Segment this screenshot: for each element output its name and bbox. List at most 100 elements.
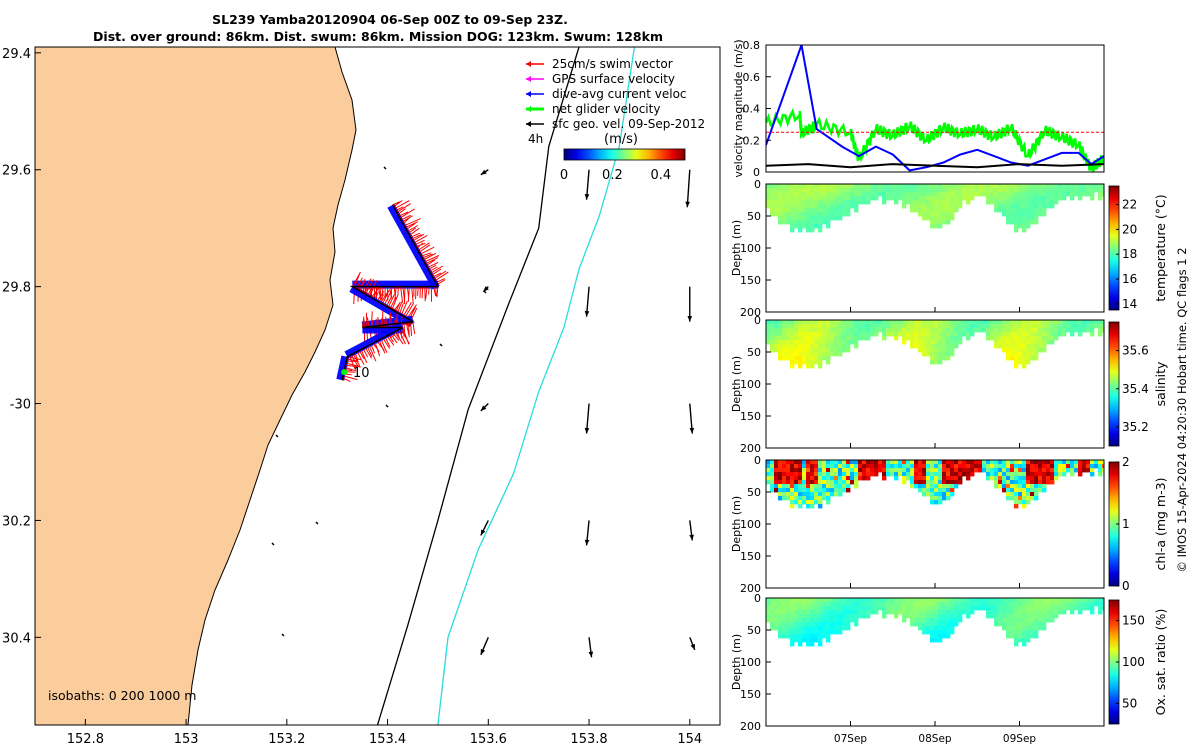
section-cell bbox=[1034, 630, 1039, 635]
section-cell bbox=[818, 480, 823, 485]
section-cell bbox=[882, 476, 887, 481]
section-cell bbox=[782, 220, 787, 225]
section-cell bbox=[1042, 324, 1047, 329]
section-cell bbox=[858, 324, 863, 329]
dive-avg-current-band bbox=[387, 203, 440, 290]
section-cell bbox=[790, 606, 795, 611]
section-cell bbox=[838, 216, 843, 221]
section-cell bbox=[870, 192, 875, 197]
section-cell bbox=[846, 614, 851, 619]
section-cell bbox=[882, 468, 887, 473]
section-cell bbox=[982, 468, 987, 473]
section-cell bbox=[826, 348, 831, 353]
section-cell bbox=[830, 610, 835, 615]
section-cell bbox=[958, 204, 963, 209]
section-cell bbox=[930, 496, 935, 501]
section-cell bbox=[1034, 598, 1039, 603]
section-cell bbox=[1046, 336, 1051, 341]
section-cell bbox=[778, 496, 783, 501]
section-cell bbox=[946, 220, 951, 225]
section-cell bbox=[790, 598, 795, 603]
section-cell bbox=[930, 630, 935, 635]
section-cell bbox=[1026, 492, 1031, 497]
section-cell bbox=[822, 464, 827, 469]
section-cell bbox=[1034, 348, 1039, 353]
section-cell bbox=[870, 602, 875, 607]
section-cell bbox=[982, 460, 987, 465]
section-cell bbox=[814, 348, 819, 353]
section-plot-area bbox=[766, 184, 1104, 233]
section-cell bbox=[802, 324, 807, 329]
section-cell bbox=[822, 488, 827, 493]
section-cell bbox=[1022, 602, 1027, 607]
section-cell bbox=[918, 488, 923, 493]
section-cell bbox=[1058, 472, 1063, 477]
section-cell bbox=[1050, 476, 1055, 481]
section-cell bbox=[870, 324, 875, 329]
section-cell bbox=[834, 626, 839, 631]
section-cell bbox=[1014, 220, 1019, 225]
section-cell bbox=[946, 606, 951, 611]
section-cell bbox=[950, 320, 955, 325]
section-cell bbox=[950, 614, 955, 619]
section-cell bbox=[1030, 488, 1035, 493]
section-cell bbox=[942, 626, 947, 631]
section-cell bbox=[1038, 320, 1043, 325]
section-cell bbox=[838, 208, 843, 213]
section-cell bbox=[926, 606, 931, 611]
section-cell bbox=[770, 320, 775, 325]
section-cell bbox=[934, 614, 939, 619]
section-cell bbox=[894, 606, 899, 611]
section-cell bbox=[810, 460, 815, 465]
section-cell bbox=[1026, 340, 1031, 345]
section-cell bbox=[966, 192, 971, 197]
section-cell bbox=[938, 492, 943, 497]
section-cell bbox=[994, 188, 999, 193]
section-cell bbox=[838, 606, 843, 611]
section-cell bbox=[1022, 348, 1027, 353]
section-cell bbox=[830, 336, 835, 341]
section-cell bbox=[942, 344, 947, 349]
legend-label: dive-avg current veloc bbox=[552, 87, 687, 101]
section-cell bbox=[942, 216, 947, 221]
section-cell bbox=[790, 332, 795, 337]
section-cell bbox=[806, 364, 811, 369]
section-cell bbox=[918, 618, 923, 623]
section-cell bbox=[794, 484, 799, 489]
section-cell bbox=[786, 618, 791, 623]
section-cell bbox=[874, 464, 879, 469]
section-cell bbox=[1014, 196, 1019, 201]
section-cell bbox=[846, 618, 851, 623]
section-cell bbox=[914, 602, 919, 607]
section-cell bbox=[1042, 622, 1047, 627]
section-cell bbox=[1014, 340, 1019, 345]
section-cell bbox=[942, 492, 947, 497]
section-cell bbox=[774, 340, 779, 345]
section-cell bbox=[1010, 464, 1015, 469]
section-cell bbox=[1010, 216, 1015, 221]
section-cell bbox=[842, 598, 847, 603]
map-x-tick-label: 153 bbox=[174, 732, 199, 747]
sfc-geo-velocity-line bbox=[766, 163, 1104, 169]
section-cell bbox=[870, 332, 875, 337]
section-cell bbox=[858, 200, 863, 205]
section-cell bbox=[830, 472, 835, 477]
section-cell bbox=[894, 336, 899, 341]
section-cell bbox=[1006, 356, 1011, 361]
section-cell bbox=[922, 468, 927, 473]
section-cell bbox=[990, 324, 995, 329]
section-cell bbox=[942, 484, 947, 489]
section-cell bbox=[918, 212, 923, 217]
section-cell bbox=[1034, 216, 1039, 221]
section-cell bbox=[1002, 208, 1007, 213]
section-cell bbox=[994, 184, 999, 189]
section-cell bbox=[978, 328, 983, 333]
section-cell bbox=[1014, 630, 1019, 635]
section-colorbar-tick-label: 22 bbox=[1122, 198, 1137, 212]
section-cell bbox=[774, 468, 779, 473]
section-cell bbox=[1050, 184, 1055, 189]
section-cell bbox=[914, 464, 919, 469]
section-cell bbox=[906, 476, 911, 481]
section-cell bbox=[1086, 192, 1091, 197]
section-cell bbox=[1054, 460, 1059, 465]
